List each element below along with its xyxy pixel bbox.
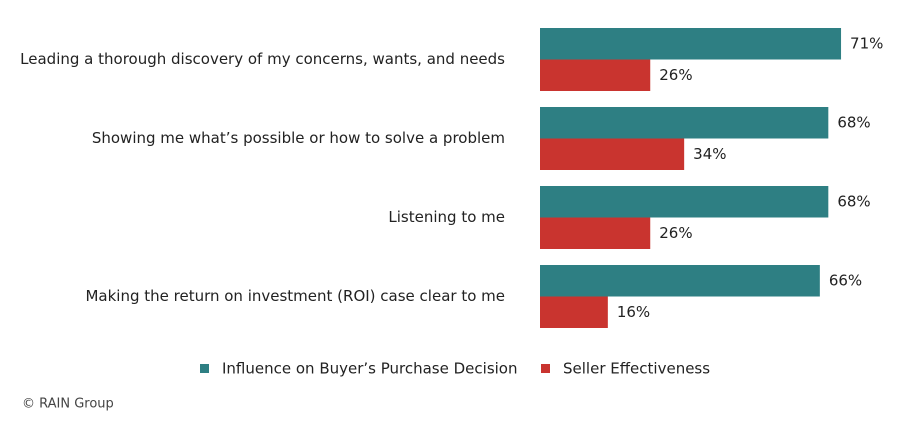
bar [540,186,829,218]
legend-swatch [200,364,209,373]
value-label: 68% [837,192,870,210]
value-label: 68% [837,113,870,131]
source-note: © RAIN Group [22,397,114,412]
bar [540,296,608,328]
category-label: Listening to me [388,208,505,226]
legend-swatch [541,364,550,373]
value-label: 71% [850,34,883,52]
value-label: 34% [693,145,726,163]
legend-label: Seller Effectiveness [563,360,710,378]
bar [540,217,651,249]
category-label: Making the return on investment (ROI) ca… [85,287,505,305]
legend-label: Influence on Buyer’s Purchase Decision [222,360,517,378]
bar [540,59,651,91]
category-label: Showing me what’s possible or how to sol… [92,129,505,147]
bar [540,28,842,60]
value-label: 66% [829,271,862,289]
value-label: 26% [659,224,692,242]
bar [540,265,820,297]
value-label: 26% [659,66,692,84]
bar [540,107,829,139]
category-label: Leading a thorough discovery of my conce… [20,50,505,68]
bar [540,138,685,170]
value-label: 16% [617,303,650,321]
